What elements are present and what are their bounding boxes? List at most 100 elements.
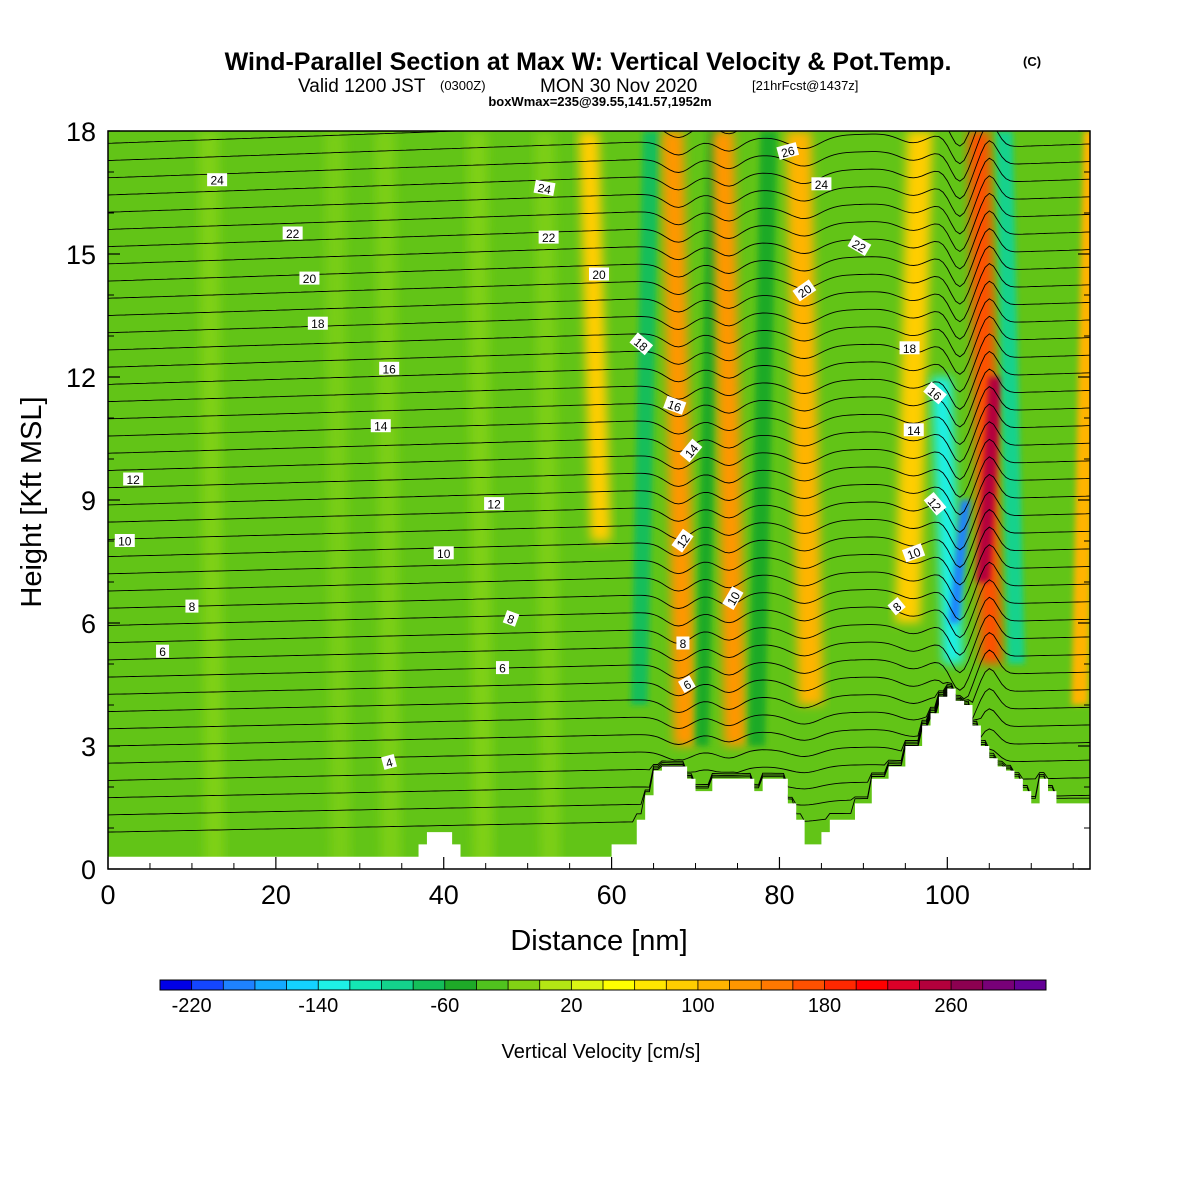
y-tick-label: 15	[66, 240, 96, 270]
theta-label: 12	[923, 491, 947, 516]
theta-contours	[108, 131, 1090, 833]
theta-contour	[108, 614, 1090, 674]
theta-contour	[108, 421, 1090, 481]
svg-text:12: 12	[126, 473, 140, 487]
theta-label: 8	[502, 610, 520, 628]
theta-contour	[108, 685, 1090, 730]
svg-text:10: 10	[118, 535, 132, 549]
theta-label: 18	[307, 316, 328, 331]
theta-label: 14	[679, 438, 703, 463]
x-tick-label: 0	[100, 880, 115, 910]
colorbar-swatch	[887, 980, 920, 990]
theta-label: 14	[370, 419, 391, 434]
theta-label: 22	[847, 234, 872, 256]
theta-label: 20	[299, 271, 320, 286]
theta-label: 10	[901, 543, 926, 563]
w-band	[578, 131, 611, 541]
theta-label: 22	[538, 230, 559, 245]
theta-label: 6	[677, 675, 696, 693]
theta-label: 16	[379, 361, 400, 376]
svg-text:26: 26	[780, 143, 797, 160]
x-axis: 0 20 40 60 80 100	[100, 857, 1074, 910]
colorbar-swatch	[381, 980, 414, 990]
theta-label: 8	[887, 597, 906, 616]
theta-contour	[108, 131, 977, 165]
theta-contour	[108, 473, 1090, 533]
w-band	[748, 131, 778, 746]
theta-label: 24	[533, 179, 556, 197]
theta-contour	[108, 140, 1090, 200]
theta-contour	[108, 157, 1090, 217]
theta-contour-labels: 24 24 26 24 22 22 22 20 20 20 18 18 18 16 16 16 14 14 14 12…	[114, 142, 947, 771]
theta-contour	[108, 526, 1090, 586]
colorbar-swatch	[761, 980, 794, 990]
svg-text:8: 8	[505, 612, 516, 628]
svg-text:18: 18	[903, 342, 917, 356]
theta-label: 16	[923, 381, 947, 405]
theta-contour	[108, 368, 1090, 428]
w-band-weak	[467, 131, 494, 869]
theta-label: 20	[589, 267, 609, 282]
svg-text:22: 22	[850, 237, 869, 256]
x-tick-label: 100	[925, 880, 970, 910]
theta-label: 22	[282, 226, 303, 241]
colorbar-swatch	[824, 980, 857, 990]
w-band-weak	[374, 131, 401, 869]
colorbar-swatch	[286, 980, 319, 990]
theta-label: 12	[484, 497, 505, 512]
y-tick-label: 6	[81, 609, 96, 639]
valid-date: MON 30 Nov 2020	[540, 76, 697, 97]
theta-contour	[108, 687, 1090, 747]
terrain	[108, 688, 1090, 869]
x-tick-label: 20	[261, 880, 291, 910]
colorbar-tick-label: 180	[808, 995, 841, 1017]
svg-text:10: 10	[437, 547, 451, 561]
theta-contour	[108, 668, 1090, 714]
chart-title: Wind-Parallel Section at Max W: Vertical…	[225, 48, 952, 76]
theta-label: 10	[433, 546, 454, 561]
theta-contour	[108, 438, 1090, 498]
colorbar-swatch	[856, 980, 889, 990]
y-axis: 0 3 6 9 12 15 18	[66, 117, 1090, 885]
theta-label: 4	[381, 753, 398, 771]
colorbar-swatch	[792, 980, 825, 990]
copyright-mark: (C)	[1023, 54, 1041, 69]
colorbar-swatch	[919, 980, 952, 990]
colorbar-tick-label: -220	[172, 995, 212, 1017]
plot-area: 24 24 26 24 22 22 22 20 20 20 18 18 18 16 16 16 14 14 14 12…	[108, 131, 1090, 869]
colorbar-swatch	[697, 980, 730, 990]
theta-label: 24	[811, 177, 832, 192]
w-band-weak	[324, 131, 351, 869]
colorbar-tick-label: 20	[560, 995, 582, 1017]
colorbar-tick-label: 100	[681, 995, 714, 1017]
theta-label: 26	[776, 142, 800, 160]
svg-text:22: 22	[286, 227, 300, 241]
colorbar-swatch	[1014, 980, 1047, 990]
svg-text:24: 24	[815, 178, 829, 192]
boxwmax-text: boxWmax=235@39.55,141.57,1952m	[488, 94, 711, 109]
x-axis-label: Distance [nm]	[510, 925, 687, 957]
w-band	[895, 131, 933, 623]
svg-text:6: 6	[499, 662, 506, 676]
w-band	[948, 500, 971, 623]
svg-text:16: 16	[382, 362, 396, 376]
theta-label: 8	[185, 599, 199, 614]
colorbar-swatch	[571, 980, 604, 990]
colorbar-frame	[159, 979, 1047, 991]
theta-contour	[108, 403, 1090, 463]
theta-contour	[108, 298, 1090, 358]
colorbar-swatch	[254, 980, 287, 990]
y-tick-label: 12	[66, 363, 96, 393]
theta-contour	[108, 333, 1090, 393]
colorbar: -220 -140 -60 20 100 180 260	[159, 979, 1047, 1017]
theta-contour	[108, 210, 1090, 270]
colorbar-swatch	[729, 980, 762, 990]
y-tick-label: 3	[81, 732, 96, 762]
colorbar-swatch	[413, 980, 446, 990]
theta-contour	[108, 596, 1090, 656]
svg-text:10: 10	[905, 545, 923, 563]
x-tick-label: 60	[597, 880, 627, 910]
theta-label: 18	[899, 341, 920, 356]
theta-label: 6	[156, 644, 170, 659]
svg-text:6: 6	[159, 645, 166, 659]
